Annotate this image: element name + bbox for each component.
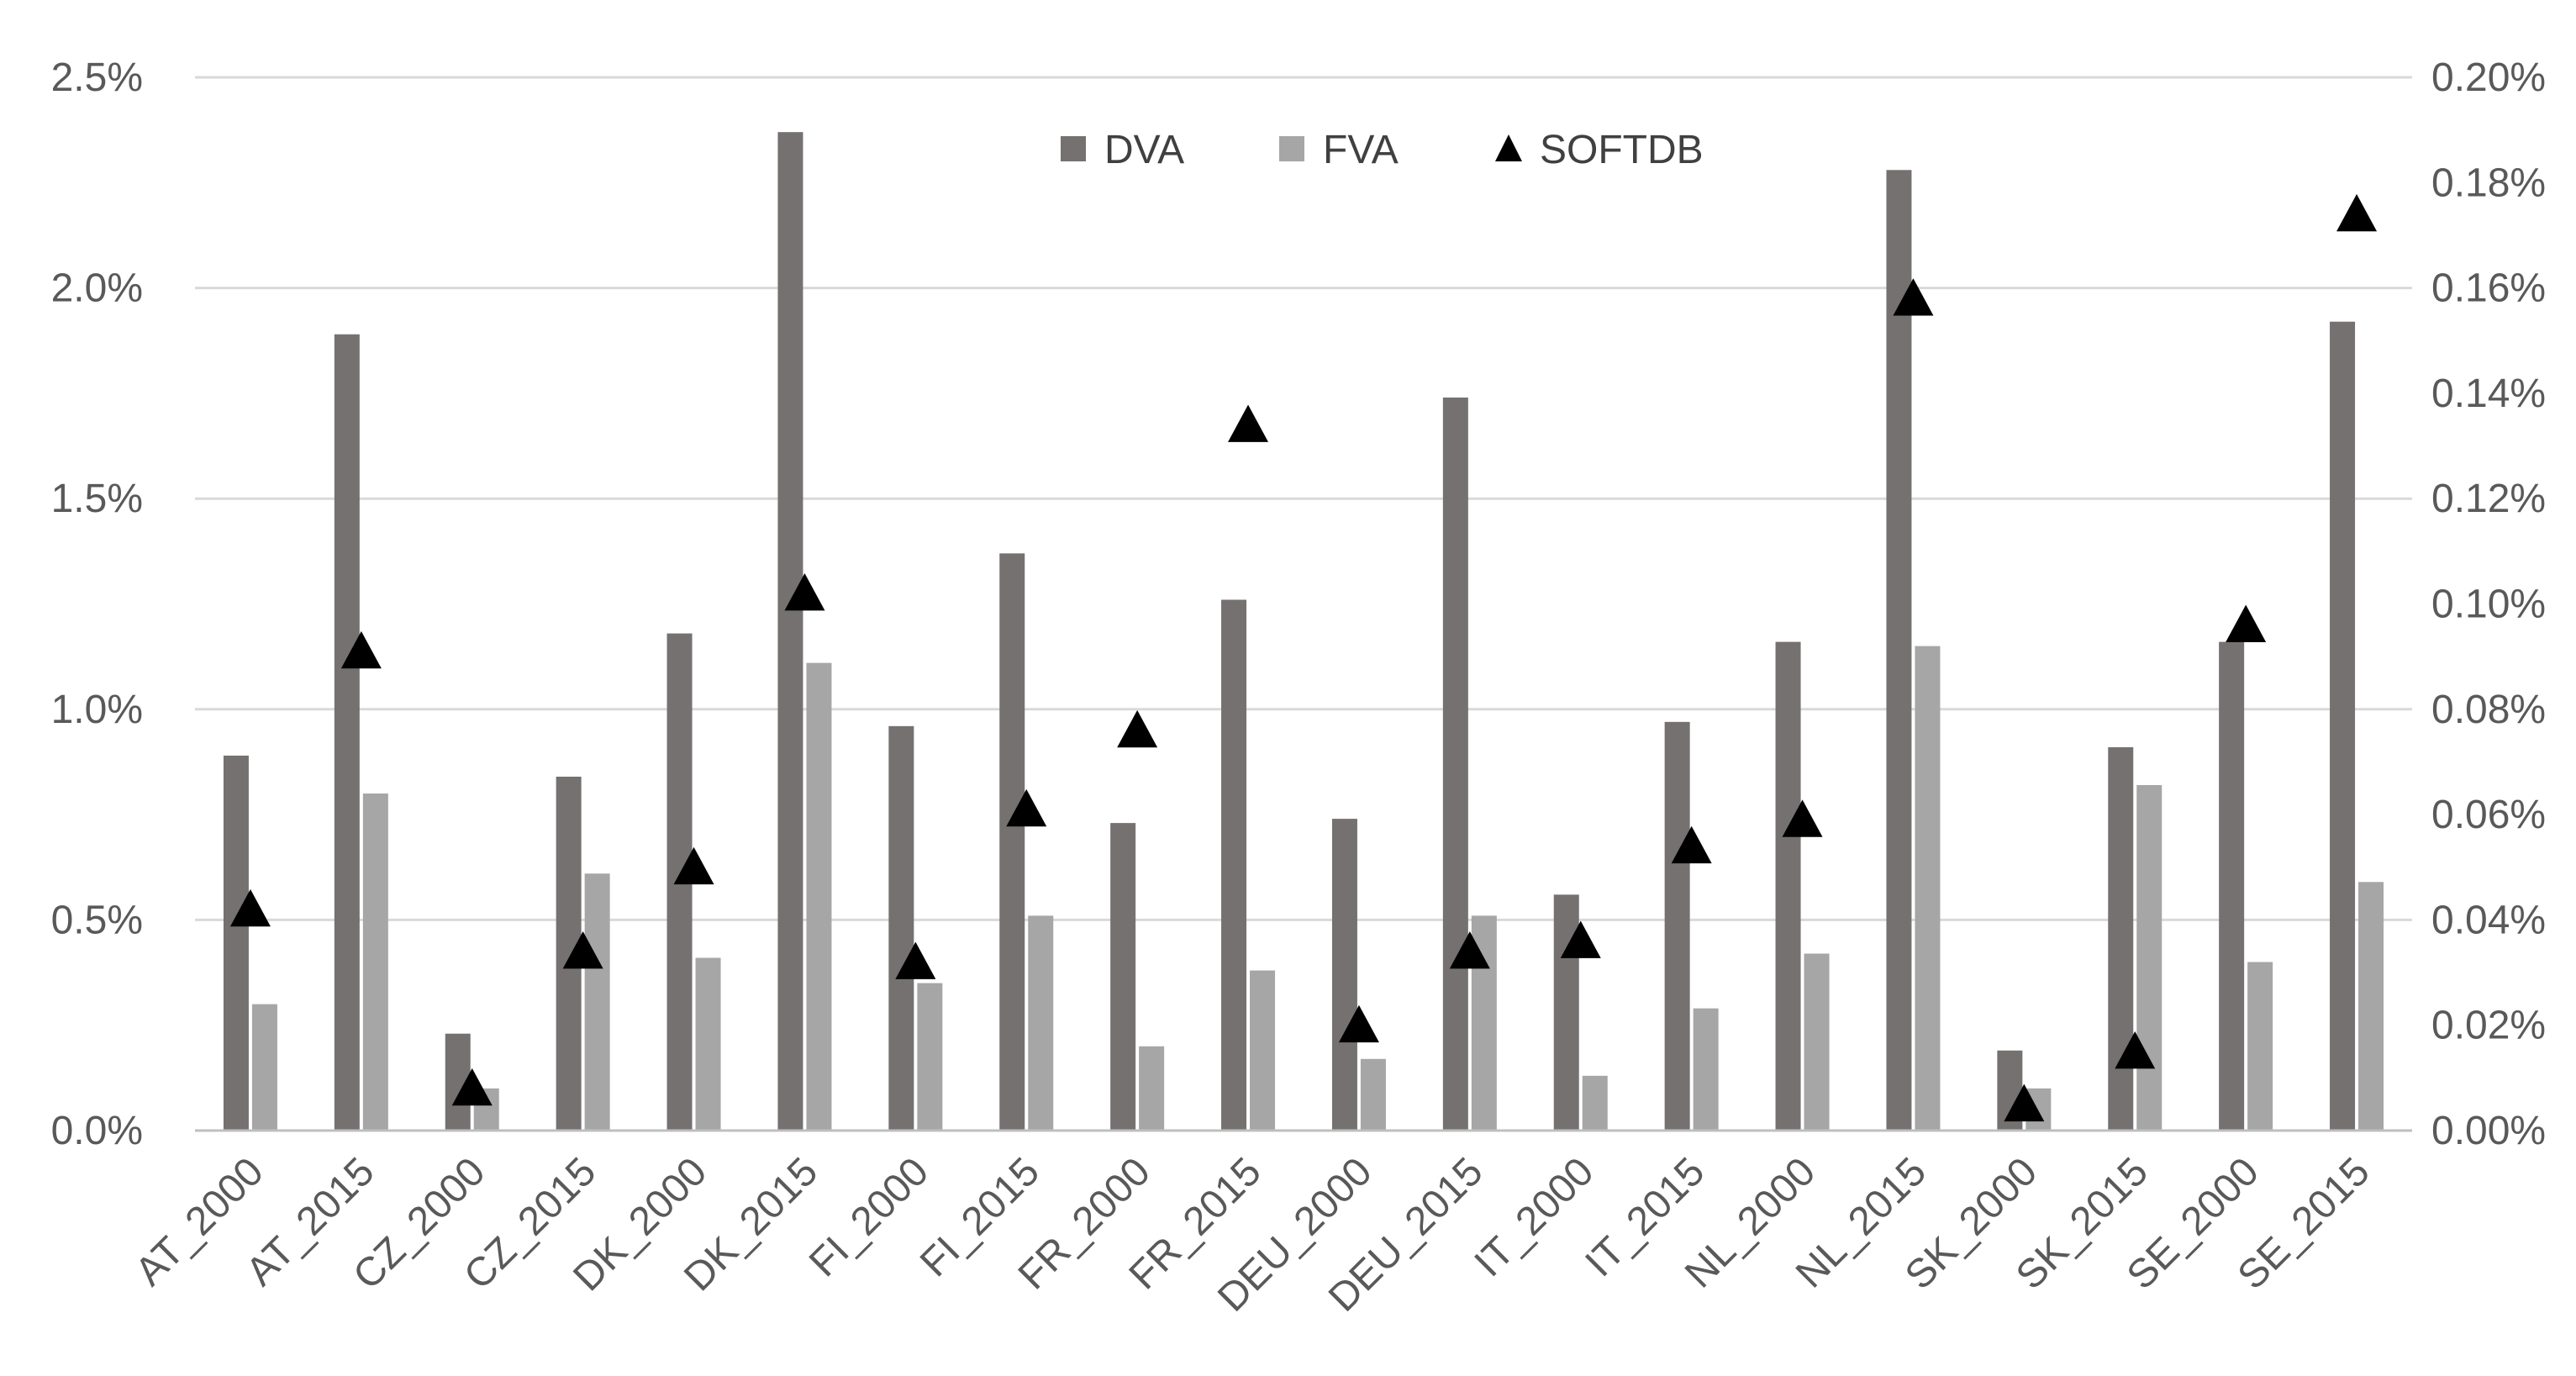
bar-fva xyxy=(2136,785,2162,1131)
y-right-tick-label: 0.02% xyxy=(2431,1004,2546,1048)
y-right-tick-label: 0.14% xyxy=(2431,372,2546,416)
y-left-tick-label: 2.0% xyxy=(51,266,143,311)
bar-fva xyxy=(1582,1075,1608,1131)
legend-label-dva: DVA xyxy=(1104,128,1184,172)
marker-softdb xyxy=(673,846,714,885)
bar-fva xyxy=(695,957,721,1131)
bar-dva xyxy=(2330,321,2356,1131)
y-axis-left-labels: 0.0% 0.5% 1.0% 1.5% 2.0% 2.5% xyxy=(51,55,143,1153)
marker-softdb xyxy=(895,941,936,979)
y-left-tick-label: 0.0% xyxy=(51,1109,143,1153)
y-right-tick-label: 0.16% xyxy=(2431,266,2546,311)
x-tick-label: FI_2000 xyxy=(801,1149,937,1285)
y-left-tick-label: 1.0% xyxy=(51,688,143,732)
marker-softdb xyxy=(340,630,382,669)
legend: DVA FVA SOFTDB xyxy=(1061,128,1704,172)
y-right-tick-label: 0.00% xyxy=(2431,1109,2546,1153)
marker-softdb xyxy=(1338,1004,1379,1043)
y-left-tick-label: 2.5% xyxy=(51,55,143,100)
bar-dva xyxy=(1442,397,1468,1131)
bar-fva xyxy=(2358,882,2384,1131)
legend-label-fva: FVA xyxy=(1323,128,1399,172)
bar-dva xyxy=(1221,599,1247,1131)
y-right-tick-label: 0.06% xyxy=(2431,793,2546,837)
marker-softdb xyxy=(1117,709,1158,748)
y-right-tick-label: 0.12% xyxy=(2431,477,2546,521)
y-axis-right-labels: 0.00% 0.02% 0.04% 0.06% 0.08% 0.10% 0.12% 0.14%… xyxy=(2431,55,2546,1153)
bar-dva xyxy=(1775,641,1801,1131)
legend-swatch-fva xyxy=(1279,136,1304,161)
x-axis-labels: AT_2000AT_2015CZ_2000CZ_2015DK_2000DK_20… xyxy=(127,1149,2378,1321)
marker-softdb xyxy=(1006,788,1047,827)
bar-fva xyxy=(1915,646,1941,1131)
bars xyxy=(223,132,2384,1131)
bar-dva xyxy=(1664,721,1690,1131)
y-right-tick-label: 0.04% xyxy=(2431,898,2546,942)
bar-fva xyxy=(1139,1046,1165,1131)
y-right-tick-label: 0.18% xyxy=(2431,161,2546,205)
bar-fva xyxy=(2247,962,2273,1131)
softdb-markers xyxy=(229,193,2378,1122)
bar-fva xyxy=(806,662,832,1131)
bar-fva xyxy=(917,983,943,1131)
bar-dva xyxy=(1331,819,1357,1131)
x-tick-label: IT_2000 xyxy=(1467,1149,1603,1285)
marker-softdb xyxy=(2336,193,2378,232)
y-left-tick-label: 0.5% xyxy=(51,898,143,942)
legend-swatch-dva xyxy=(1061,136,1086,161)
bar-fva xyxy=(1693,1008,1719,1131)
marker-softdb xyxy=(1560,920,1601,958)
marker-softdb xyxy=(562,931,603,969)
bar-fva xyxy=(362,793,388,1131)
y-right-tick-label: 0.10% xyxy=(2431,583,2546,627)
marker-softdb xyxy=(451,1068,493,1106)
gridlines xyxy=(195,76,2412,921)
marker-softdb xyxy=(229,888,271,927)
marker-softdb xyxy=(1228,404,1269,442)
bar-dva xyxy=(888,725,914,1131)
bar-dva xyxy=(1110,823,1136,1131)
bar-dva xyxy=(1886,170,1912,1131)
bar-dva xyxy=(2219,641,2245,1131)
marker-softdb xyxy=(1893,278,1934,316)
bar-fva xyxy=(1804,953,1830,1131)
bar-fva xyxy=(1250,970,1276,1131)
marker-softdb xyxy=(2004,1083,2045,1122)
bar-dva xyxy=(223,755,249,1131)
legend-swatch-softdb xyxy=(1495,134,1522,161)
marker-softdb xyxy=(2115,1031,2156,1069)
bar-fva xyxy=(251,1004,277,1131)
y-left-tick-label: 1.5% xyxy=(51,477,143,521)
marker-softdb xyxy=(1671,825,1712,864)
y-right-tick-label: 0.20% xyxy=(2431,55,2546,100)
bar-fva xyxy=(1028,915,1054,1131)
marker-softdb xyxy=(784,572,825,611)
bar-fva xyxy=(1360,1058,1386,1131)
legend-label-softdb: SOFTDB xyxy=(1540,128,1704,172)
bar-dva xyxy=(2108,746,2134,1131)
bar-dva xyxy=(1553,894,1579,1131)
bar-fva xyxy=(584,873,610,1131)
marker-softdb xyxy=(1782,799,1823,837)
marker-softdb xyxy=(1449,931,1490,969)
bar-dva xyxy=(999,553,1025,1131)
y-right-tick-label: 0.08% xyxy=(2431,688,2546,732)
marker-softdb xyxy=(2226,604,2267,642)
bar-dva xyxy=(334,334,360,1131)
bar-dva xyxy=(777,132,803,1131)
